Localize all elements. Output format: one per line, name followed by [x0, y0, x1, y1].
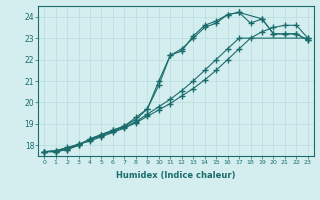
- X-axis label: Humidex (Indice chaleur): Humidex (Indice chaleur): [116, 171, 236, 180]
